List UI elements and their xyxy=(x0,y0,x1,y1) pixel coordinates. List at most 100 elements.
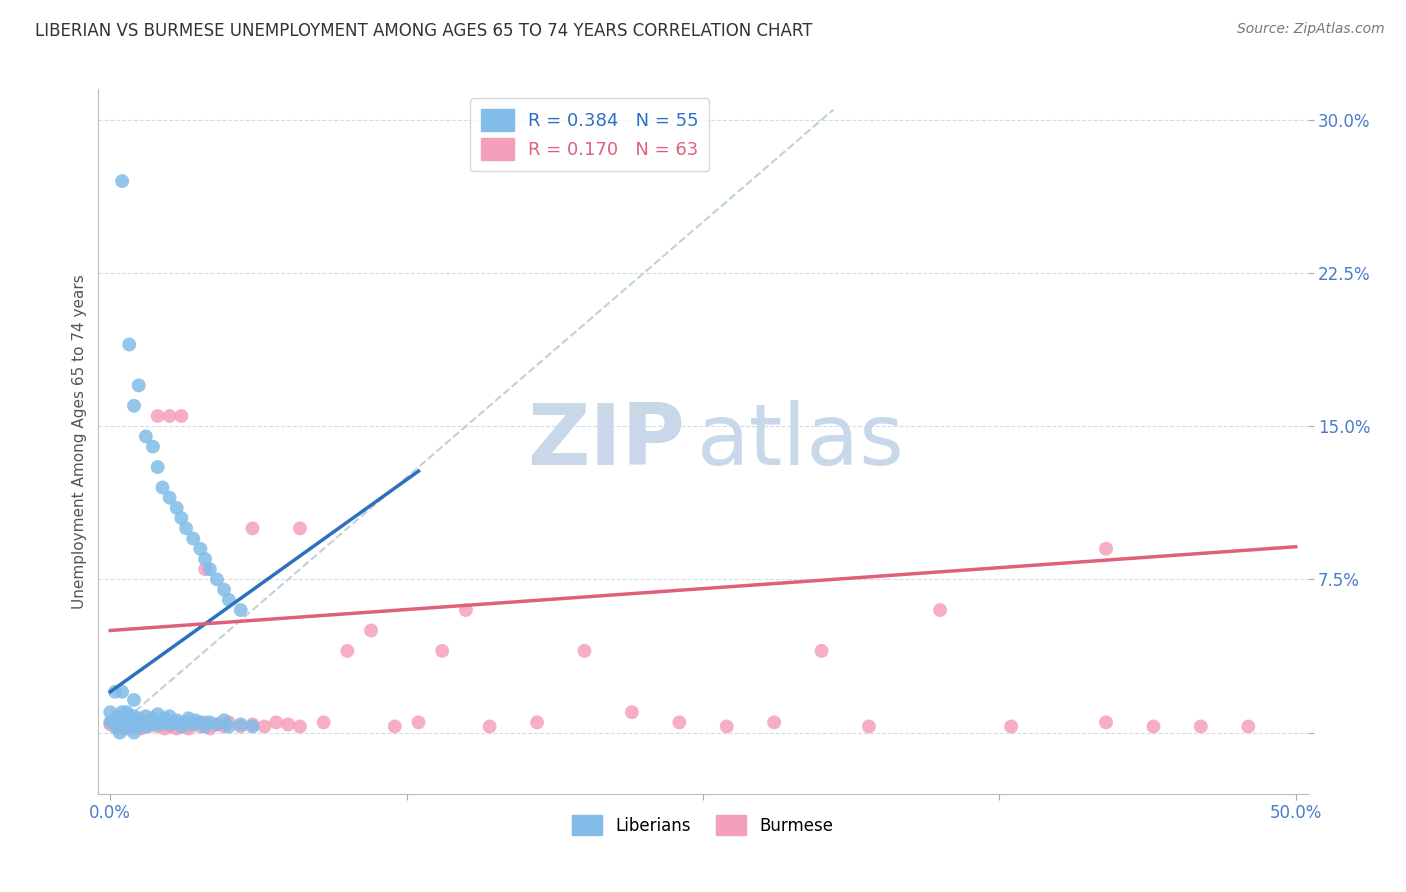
Point xyxy=(1095,715,1118,730)
Point xyxy=(170,409,193,423)
Point xyxy=(194,715,217,730)
Point xyxy=(121,719,143,733)
Point xyxy=(163,715,186,730)
Point xyxy=(336,644,359,658)
Point xyxy=(229,719,252,733)
Point xyxy=(668,715,690,730)
Point xyxy=(152,717,174,731)
Point xyxy=(174,715,197,730)
Point xyxy=(146,719,169,733)
Point xyxy=(312,715,335,730)
Point xyxy=(135,429,157,443)
Text: LIBERIAN VS BURMESE UNEMPLOYMENT AMONG AGES 65 TO 74 YEARS CORRELATION CHART: LIBERIAN VS BURMESE UNEMPLOYMENT AMONG A… xyxy=(35,22,813,40)
Point xyxy=(929,603,952,617)
Point xyxy=(105,719,128,733)
Point xyxy=(205,573,228,587)
Point xyxy=(218,592,240,607)
Point xyxy=(170,717,193,731)
Point xyxy=(716,719,738,733)
Point xyxy=(142,711,165,725)
Point xyxy=(177,711,200,725)
Point xyxy=(763,715,786,730)
Point xyxy=(98,705,121,719)
Point xyxy=(111,705,134,719)
Point xyxy=(212,714,235,728)
Point xyxy=(139,717,162,731)
Point xyxy=(384,719,406,733)
Point xyxy=(111,174,134,188)
Point xyxy=(135,709,157,723)
Point xyxy=(122,725,145,739)
Point xyxy=(118,719,141,733)
Point xyxy=(128,378,150,392)
Point xyxy=(129,717,152,731)
Point xyxy=(98,717,121,731)
Point xyxy=(163,715,186,730)
Point xyxy=(159,491,181,505)
Point xyxy=(121,714,143,728)
Point xyxy=(1237,719,1260,733)
Point xyxy=(212,582,235,597)
Point xyxy=(205,717,228,731)
Point xyxy=(122,717,145,731)
Point xyxy=(166,500,188,515)
Point xyxy=(122,399,145,413)
Point xyxy=(146,717,169,731)
Point xyxy=(454,603,477,617)
Text: atlas: atlas xyxy=(697,400,905,483)
Point xyxy=(111,715,134,730)
Point xyxy=(194,719,217,733)
Point xyxy=(153,722,176,736)
Point xyxy=(146,460,169,475)
Point xyxy=(159,719,181,733)
Point xyxy=(104,715,127,730)
Point xyxy=(152,715,174,730)
Point xyxy=(177,722,200,736)
Point xyxy=(122,719,145,733)
Point xyxy=(264,715,287,730)
Point xyxy=(190,541,212,556)
Point xyxy=(288,521,311,535)
Point xyxy=(118,717,141,731)
Point xyxy=(198,562,221,576)
Point xyxy=(129,722,152,736)
Point xyxy=(115,705,138,719)
Point xyxy=(242,717,264,731)
Point xyxy=(111,715,134,730)
Point xyxy=(288,719,311,733)
Point xyxy=(159,409,181,423)
Point xyxy=(152,481,174,495)
Point xyxy=(218,719,240,733)
Text: Source: ZipAtlas.com: Source: ZipAtlas.com xyxy=(1237,22,1385,37)
Point xyxy=(212,719,235,733)
Point xyxy=(181,717,204,731)
Point xyxy=(1189,719,1212,733)
Point xyxy=(114,711,136,725)
Legend: Liberians, Burmese: Liberians, Burmese xyxy=(565,808,841,842)
Point xyxy=(128,715,150,730)
Point xyxy=(478,719,501,733)
Point xyxy=(526,715,548,730)
Point xyxy=(104,685,127,699)
Point xyxy=(115,714,138,728)
Point xyxy=(146,409,169,423)
Point xyxy=(128,719,150,733)
Point xyxy=(198,715,221,730)
Point xyxy=(360,624,382,638)
Point xyxy=(142,715,165,730)
Point xyxy=(1000,719,1022,733)
Point xyxy=(108,711,131,725)
Point xyxy=(122,693,145,707)
Point xyxy=(114,722,136,736)
Point xyxy=(170,719,193,733)
Text: ZIP: ZIP xyxy=(527,400,685,483)
Point xyxy=(174,521,197,535)
Point xyxy=(253,719,276,733)
Point xyxy=(184,714,207,728)
Point xyxy=(111,685,134,699)
Point xyxy=(118,709,141,723)
Point xyxy=(574,644,596,658)
Point xyxy=(1142,719,1164,733)
Point xyxy=(136,715,159,730)
Point xyxy=(181,532,204,546)
